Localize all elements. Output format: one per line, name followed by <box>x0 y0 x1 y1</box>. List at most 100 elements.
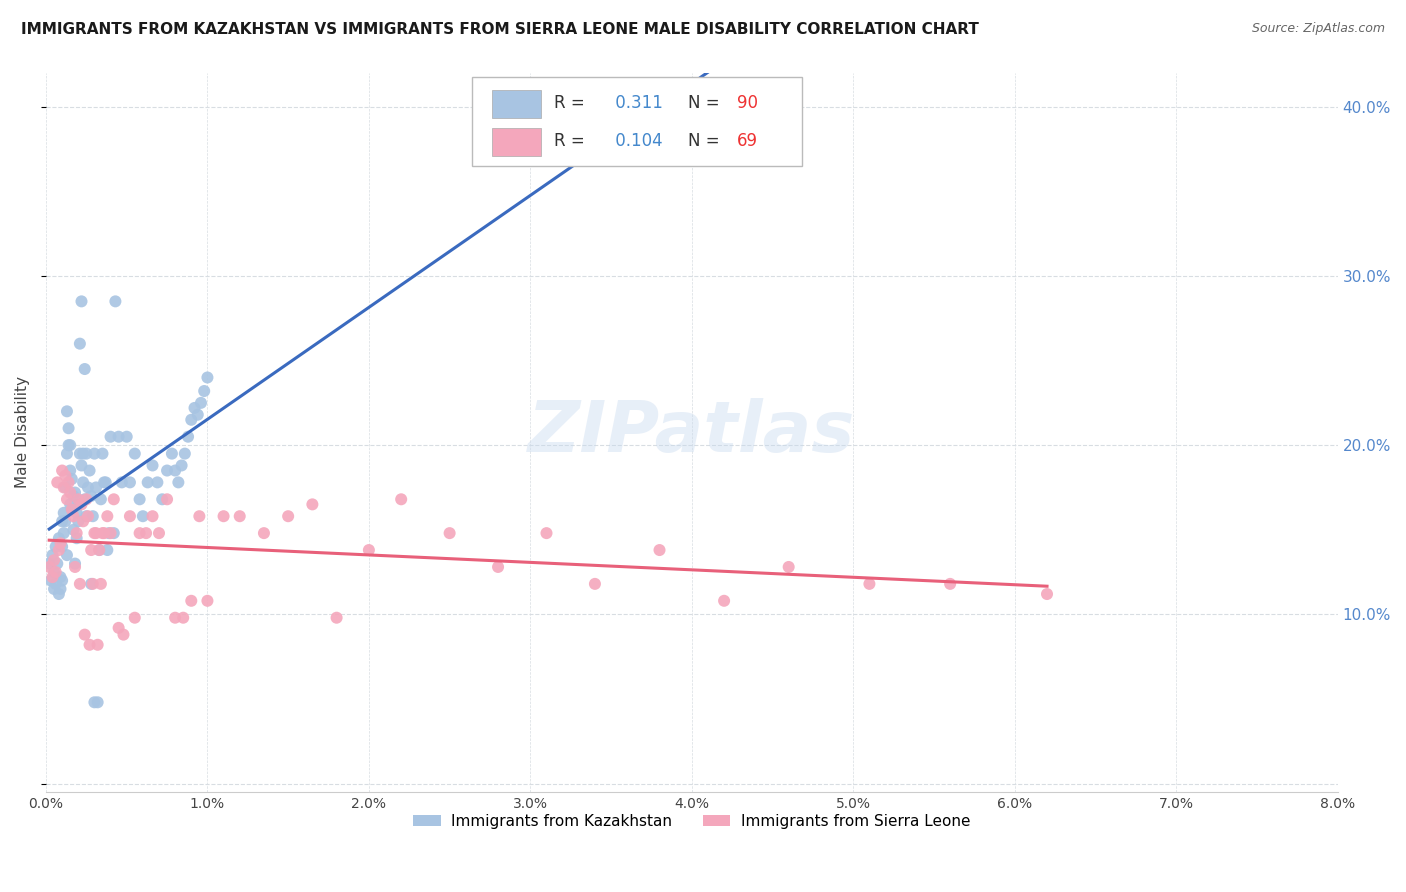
Point <box>146 475 169 490</box>
Point <box>52 506 75 520</box>
Point <box>583 577 606 591</box>
Text: 90: 90 <box>737 95 758 112</box>
Point <box>38 560 60 574</box>
Point <box>42 582 65 596</box>
Point <box>91 447 114 461</box>
Point <box>59 438 82 452</box>
Point <box>858 577 880 591</box>
Text: N =: N = <box>688 132 725 151</box>
Point <box>41 548 63 562</box>
Point <box>69 577 91 591</box>
Point <box>59 497 82 511</box>
Point <box>112 627 135 641</box>
Point <box>128 492 150 507</box>
Point <box>53 514 76 528</box>
Point <box>100 526 122 541</box>
Point <box>190 396 212 410</box>
Point <box>84 480 107 494</box>
Point <box>46 475 69 490</box>
Point <box>38 557 60 571</box>
FancyBboxPatch shape <box>492 90 541 118</box>
Point <box>83 447 105 461</box>
Point <box>778 560 800 574</box>
Point <box>49 536 72 550</box>
Point <box>66 526 89 541</box>
Point <box>183 401 205 415</box>
Point <box>128 526 150 541</box>
Point <box>58 421 80 435</box>
Point <box>141 509 163 524</box>
Point <box>51 514 73 528</box>
Point <box>135 526 157 541</box>
FancyBboxPatch shape <box>472 77 801 167</box>
Point <box>48 587 70 601</box>
Point <box>111 475 134 490</box>
Point <box>56 447 79 461</box>
Point <box>73 627 96 641</box>
Point <box>167 475 190 490</box>
Point <box>939 577 962 591</box>
Point <box>70 458 93 473</box>
Point <box>56 548 79 562</box>
Point <box>84 526 107 541</box>
Point <box>45 540 67 554</box>
Point <box>107 430 129 444</box>
Point <box>63 560 86 574</box>
Point <box>197 370 219 384</box>
Point <box>104 294 127 309</box>
Point <box>141 458 163 473</box>
Point <box>389 492 412 507</box>
Point <box>93 526 115 541</box>
Point <box>66 506 89 520</box>
Point <box>165 611 187 625</box>
Legend: Immigrants from Kazakhstan, Immigrants from Sierra Leone: Immigrants from Kazakhstan, Immigrants f… <box>406 807 977 835</box>
Point <box>103 492 125 507</box>
Point <box>89 543 111 558</box>
Point <box>165 464 187 478</box>
Point <box>118 475 141 490</box>
Point <box>160 447 183 461</box>
Point <box>51 574 73 588</box>
Point <box>69 336 91 351</box>
Point <box>51 464 73 478</box>
Point <box>301 497 323 511</box>
Point <box>48 543 70 558</box>
Point <box>79 464 101 478</box>
Point <box>96 543 118 558</box>
Point <box>1036 587 1059 601</box>
Point <box>83 526 105 541</box>
Point <box>253 526 276 541</box>
Point <box>80 577 103 591</box>
Point <box>41 570 63 584</box>
Point <box>82 577 104 591</box>
Point <box>148 526 170 541</box>
Point <box>187 408 209 422</box>
Point <box>53 468 76 483</box>
Point <box>713 594 735 608</box>
Point <box>75 447 97 461</box>
Text: 69: 69 <box>737 132 758 151</box>
Point <box>212 509 235 524</box>
Point <box>96 509 118 524</box>
Point <box>56 404 79 418</box>
Point <box>486 560 509 574</box>
Point <box>325 611 347 625</box>
Point <box>439 526 461 541</box>
Point <box>73 362 96 376</box>
Point <box>56 492 79 507</box>
Point <box>100 430 122 444</box>
Point <box>197 594 219 608</box>
Point <box>132 509 155 524</box>
Point <box>39 574 62 588</box>
Point <box>42 553 65 567</box>
Text: IMMIGRANTS FROM KAZAKHSTAN VS IMMIGRANTS FROM SIERRA LEONE MALE DISABILITY CORRE: IMMIGRANTS FROM KAZAKHSTAN VS IMMIGRANTS… <box>21 22 979 37</box>
Point <box>136 475 159 490</box>
Text: 0.311: 0.311 <box>610 95 664 112</box>
Point <box>49 570 72 584</box>
Point <box>69 447 91 461</box>
Point <box>93 475 115 490</box>
Point <box>58 475 80 490</box>
Point <box>90 492 112 507</box>
Point <box>156 464 179 478</box>
Point <box>58 438 80 452</box>
